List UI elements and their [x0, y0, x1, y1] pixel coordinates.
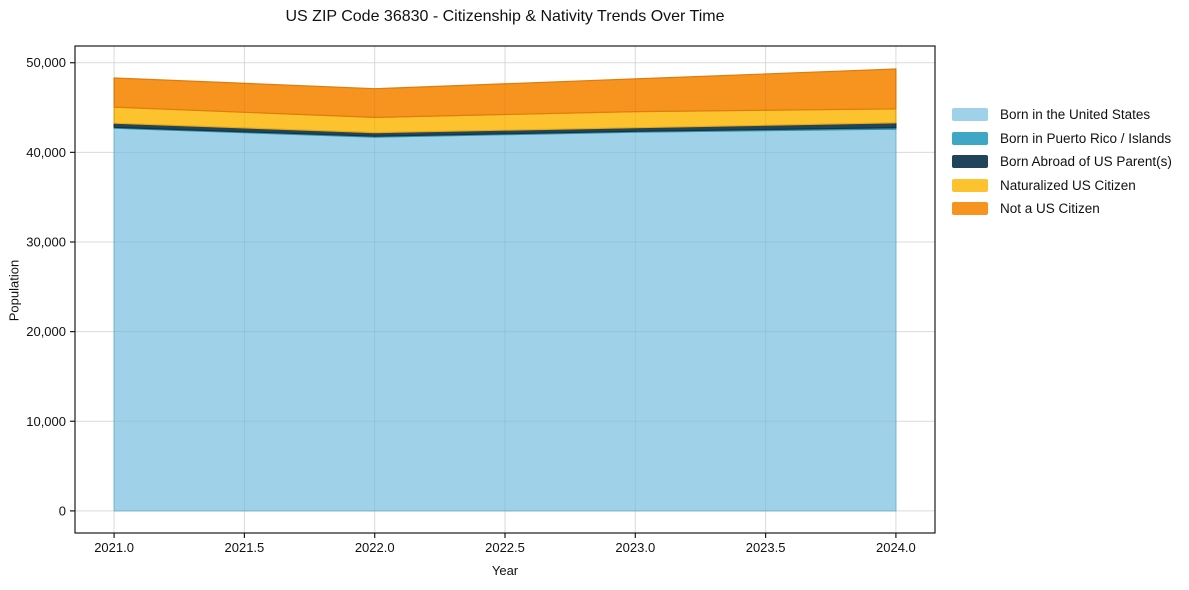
x-tick-label: 2022.5	[485, 540, 525, 555]
legend-label: Born in the United States	[1000, 107, 1151, 123]
area-series-not-a-us-citizen	[113, 68, 897, 118]
legend-swatch	[952, 155, 988, 169]
legend-label: Born in Puerto Rico / Islands	[1000, 130, 1172, 146]
y-tick-label: 30,000	[26, 234, 66, 249]
legend-swatch	[952, 131, 988, 145]
y-tick-label: 10,000	[26, 414, 66, 429]
x-tick-label: 2021.0	[94, 540, 134, 555]
chart-title: US ZIP Code 36830 - Citizenship & Nativi…	[285, 8, 725, 25]
legend-label: Not a US Citizen	[1000, 201, 1100, 217]
legend-swatch	[952, 202, 988, 216]
legend-swatch	[952, 178, 988, 192]
x-tick-label: 2021.5	[225, 540, 265, 555]
y-tick-label: 50,000	[26, 55, 66, 70]
legend-label: Naturalized US Citizen	[1000, 177, 1136, 193]
legend: Born in the United States Born in Puerto …	[952, 103, 1172, 221]
x-tick-label: 2024.0	[876, 540, 916, 555]
legend-swatch	[952, 108, 988, 122]
legend-item: Not a US Citizen	[952, 197, 1172, 221]
y-tick-label: 20,000	[26, 324, 66, 339]
x-axis-label: Year	[491, 563, 519, 578]
legend-label: Born Abroad of US Parent(s)	[1000, 154, 1172, 170]
x-tick-label: 2023.5	[746, 540, 786, 555]
legend-item: Born in the United States	[952, 103, 1172, 127]
legend-item: Born in Puerto Rico / Islands	[952, 127, 1172, 151]
y-tick-label: 0	[59, 503, 66, 518]
x-tick-label: 2022.0	[355, 540, 395, 555]
legend-item: Naturalized US Citizen	[952, 174, 1172, 198]
y-tick-label: 40,000	[26, 145, 66, 160]
x-tick-label: 2023.0	[615, 540, 655, 555]
legend-item: Born Abroad of US Parent(s)	[952, 150, 1172, 174]
